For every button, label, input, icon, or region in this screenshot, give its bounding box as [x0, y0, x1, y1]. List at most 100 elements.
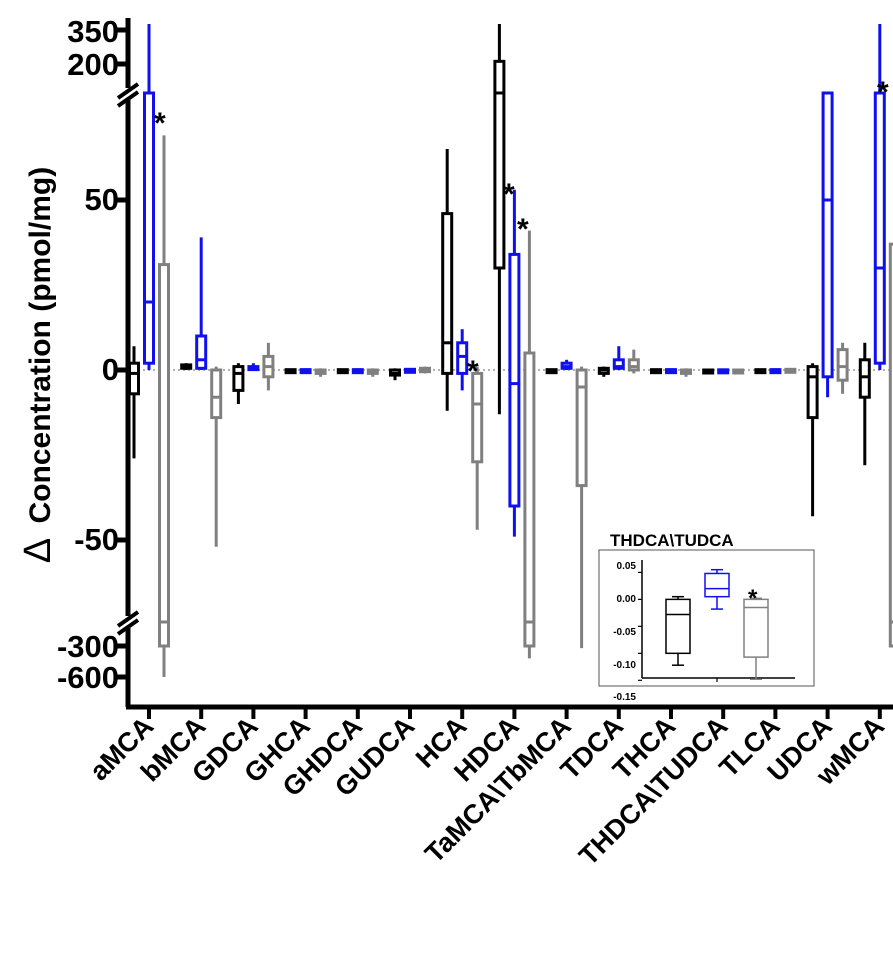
- box-THDCA\TUDCA-series-1: [702, 368, 715, 375]
- box-HDCA-series-3: [523, 230, 536, 659]
- box: [704, 572, 730, 598]
- box-bMCA-series-2: [195, 237, 208, 370]
- x-axis-labels: aMCAbMCAGDCAGHCAGHDCAGUDCAHCAHDCATaMCA\T…: [84, 711, 890, 871]
- box-THCA-series-1: [650, 368, 662, 375]
- box-GHDCA-series-1: [336, 368, 349, 375]
- box-HCA-series-3: [471, 366, 484, 530]
- box-wMCA-series-3: [888, 242, 893, 648]
- inset-y-tick-label-minus-0.10: -0.10: [613, 660, 636, 671]
- box-TDCA-series-3: [627, 349, 640, 374]
- box-UDCA-series-3: [836, 342, 849, 394]
- box: [128, 361, 140, 396]
- box: [508, 252, 521, 508]
- inset-y-tick-label-0.05: 0.05: [617, 561, 637, 572]
- box-bMCA-series-1: [180, 363, 193, 370]
- box-HDCA-series-2: [508, 189, 521, 537]
- box-wMCA-series-1: [858, 342, 871, 466]
- box-THCA-series-3: [680, 368, 692, 377]
- box-GHCA-series-1: [284, 368, 297, 375]
- main-plot-area: * * * * *: [116, 18, 893, 719]
- box: [232, 365, 245, 392]
- box: [195, 334, 208, 370]
- box-UDCA-series-2: [821, 91, 834, 398]
- box: [821, 91, 834, 379]
- box-bMCA-series-3: [210, 366, 223, 547]
- inset-title: THDCA\TUDCA: [610, 531, 734, 550]
- inset-plot-area: *: [638, 560, 795, 682]
- svg-text:Δ Concentration (pmol/: Δ Concentration (pmol/mg): [17, 167, 59, 563]
- box-GUDCA-series-1: [389, 368, 401, 381]
- y-tick-label-350: 350: [67, 14, 119, 49]
- box-GDCA-series-2: [247, 363, 260, 372]
- box: [456, 341, 469, 375]
- box: [627, 358, 640, 372]
- box: [873, 91, 886, 365]
- box-GUDCA-series-2: [404, 367, 416, 374]
- box-TaMCA\TbMCA-series-3: [575, 366, 588, 649]
- box-GUDCA-series-3: [419, 366, 431, 374]
- box-aMCA-series-2: [143, 24, 155, 370]
- box-GHCA-series-2: [299, 368, 312, 375]
- box: [158, 263, 170, 648]
- box: [836, 348, 849, 382]
- box: [665, 598, 691, 655]
- y-axis-break-lower: [116, 610, 140, 636]
- inset-box-series-2: [704, 568, 730, 610]
- box-HDCA-series-1: [493, 24, 506, 415]
- inset-plot: THDCA\TUDCA * 0.05 0.00 -0.05 -0.10 -0.1…: [598, 531, 815, 703]
- significance-star: *: [154, 107, 166, 140]
- y-axis-delta-symbol: Δ: [17, 538, 59, 563]
- inset-y-tick-label-minus-0.05: -0.05: [613, 627, 636, 638]
- box-GHDCA-series-2: [351, 368, 364, 375]
- box-TDCA-series-1: [597, 366, 610, 377]
- box-TLCA-series-3: [784, 367, 797, 374]
- box-THCA-series-2: [665, 368, 677, 375]
- box-TLCA-series-1: [754, 368, 767, 375]
- box-GDCA-series-3: [262, 342, 275, 391]
- y-tick-label-200: 200: [67, 47, 119, 82]
- inset-y-tick-label-0.00: 0.00: [617, 594, 637, 605]
- significance-star: *: [877, 76, 889, 109]
- inset-significance-star: *: [748, 585, 758, 612]
- box: [210, 368, 223, 420]
- box-THDCA\TUDCA-series-2: [717, 368, 730, 375]
- box: [743, 598, 769, 658]
- y-tick-label-minus-300: -300: [57, 629, 119, 664]
- box: [575, 368, 588, 488]
- significance-star: *: [467, 355, 479, 388]
- y-tick-label-minus-50: -50: [74, 522, 119, 557]
- box-GDCA-series-1: [232, 363, 245, 404]
- box: [858, 358, 871, 399]
- box-TDCA-series-2: [612, 346, 625, 370]
- box-HCA-series-2: [456, 329, 469, 391]
- box-THDCA\TUDCA-series-3: [732, 368, 745, 375]
- y-axis-title: Δ Concentration (pmol/mg): [17, 167, 59, 563]
- y-axis: 350 200 50 0 -50 -300 -600: [57, 14, 119, 695]
- box: [806, 365, 819, 420]
- box: [888, 242, 893, 648]
- box-TaMCA\TbMCA-series-2: [560, 359, 573, 370]
- box-TLCA-series-2: [769, 368, 782, 375]
- box: [523, 351, 536, 648]
- box-GHCA-series-3: [314, 368, 327, 377]
- significance-star: *: [517, 213, 529, 246]
- box-TaMCA\TbMCA-series-1: [545, 368, 558, 375]
- y-axis-break-upper: [116, 82, 140, 108]
- box-wMCA-series-2: [873, 24, 886, 370]
- inset-y-tick-label-minus-0.15: -0.15: [613, 692, 636, 703]
- inset-frame: [598, 549, 815, 687]
- box-aMCA-series-3: [158, 135, 170, 677]
- y-tick-label-0: 0: [102, 352, 119, 387]
- box: [493, 59, 506, 270]
- y-tick-label-minus-600: -600: [57, 660, 119, 695]
- box: [612, 358, 625, 370]
- box-UDCA-series-1: [806, 363, 819, 517]
- inset-box-series-3: [743, 597, 769, 680]
- y-tick-label-50: 50: [85, 182, 119, 217]
- y-axis-label: Concentration (pmol/mg): [24, 167, 57, 524]
- box-GHDCA-series-3: [366, 368, 379, 377]
- box-HCA-series-1: [441, 149, 454, 411]
- box: [441, 212, 454, 375]
